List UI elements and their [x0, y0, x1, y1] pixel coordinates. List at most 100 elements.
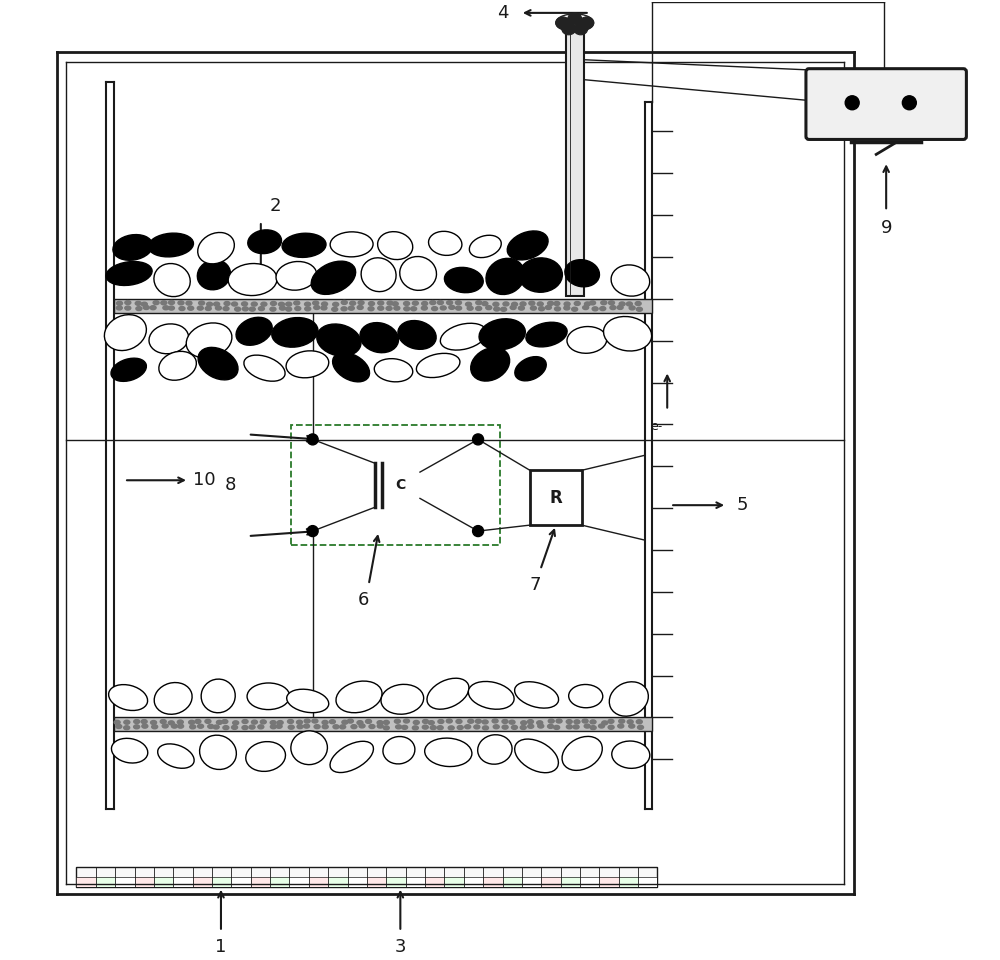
Ellipse shape — [143, 305, 149, 309]
Ellipse shape — [538, 724, 544, 728]
Circle shape — [307, 526, 318, 537]
Ellipse shape — [333, 725, 339, 729]
Ellipse shape — [317, 324, 361, 356]
Ellipse shape — [572, 307, 578, 311]
Bar — [541, 876, 561, 887]
Ellipse shape — [215, 306, 221, 310]
Ellipse shape — [599, 724, 605, 728]
Ellipse shape — [178, 724, 184, 728]
Ellipse shape — [109, 684, 148, 710]
Ellipse shape — [611, 265, 650, 296]
Ellipse shape — [527, 720, 533, 724]
Ellipse shape — [291, 731, 327, 764]
Bar — [115, 876, 135, 887]
Ellipse shape — [494, 307, 500, 311]
Ellipse shape — [347, 719, 353, 723]
Ellipse shape — [638, 726, 643, 730]
Ellipse shape — [515, 682, 559, 708]
Ellipse shape — [455, 300, 461, 304]
Ellipse shape — [277, 721, 283, 725]
Ellipse shape — [150, 305, 156, 310]
Ellipse shape — [341, 307, 347, 311]
Ellipse shape — [168, 306, 174, 310]
Ellipse shape — [515, 356, 546, 381]
Ellipse shape — [529, 301, 535, 305]
Ellipse shape — [111, 358, 146, 381]
Ellipse shape — [286, 350, 329, 378]
Ellipse shape — [378, 306, 384, 310]
Ellipse shape — [261, 302, 267, 306]
Ellipse shape — [493, 302, 499, 306]
Ellipse shape — [160, 720, 166, 724]
Ellipse shape — [612, 741, 650, 768]
Ellipse shape — [468, 719, 474, 723]
Ellipse shape — [412, 726, 418, 730]
Ellipse shape — [492, 719, 498, 723]
Ellipse shape — [626, 302, 632, 306]
Ellipse shape — [207, 302, 213, 306]
Ellipse shape — [537, 302, 543, 306]
Ellipse shape — [402, 726, 408, 730]
Ellipse shape — [548, 301, 554, 305]
Ellipse shape — [511, 726, 517, 730]
Ellipse shape — [228, 263, 277, 296]
Ellipse shape — [198, 232, 234, 264]
Ellipse shape — [242, 307, 248, 311]
Ellipse shape — [584, 302, 590, 306]
Ellipse shape — [629, 306, 635, 310]
Ellipse shape — [590, 726, 596, 730]
Bar — [464, 876, 483, 887]
Ellipse shape — [601, 300, 607, 304]
Ellipse shape — [125, 300, 131, 304]
Ellipse shape — [618, 724, 624, 728]
Text: 6: 6 — [358, 590, 369, 609]
Ellipse shape — [106, 261, 152, 285]
Bar — [483, 876, 503, 887]
Bar — [367, 876, 386, 887]
Ellipse shape — [520, 301, 526, 306]
Ellipse shape — [168, 721, 174, 725]
Ellipse shape — [198, 724, 204, 729]
Ellipse shape — [583, 305, 589, 309]
Ellipse shape — [116, 725, 122, 729]
Ellipse shape — [305, 302, 311, 306]
Bar — [561, 876, 580, 887]
Ellipse shape — [377, 724, 383, 728]
Ellipse shape — [197, 260, 230, 290]
Ellipse shape — [636, 307, 642, 311]
Ellipse shape — [201, 679, 235, 712]
Ellipse shape — [141, 720, 147, 724]
Ellipse shape — [432, 306, 438, 311]
Ellipse shape — [387, 301, 393, 305]
Ellipse shape — [413, 720, 419, 725]
Ellipse shape — [394, 719, 400, 723]
Ellipse shape — [378, 301, 384, 305]
Ellipse shape — [383, 726, 389, 730]
Ellipse shape — [469, 235, 501, 257]
Ellipse shape — [294, 301, 300, 305]
Ellipse shape — [501, 307, 507, 311]
Ellipse shape — [465, 725, 471, 729]
Ellipse shape — [430, 300, 436, 304]
Ellipse shape — [507, 231, 548, 260]
Ellipse shape — [446, 719, 452, 723]
Ellipse shape — [333, 302, 339, 306]
Ellipse shape — [411, 307, 417, 311]
Ellipse shape — [438, 719, 444, 724]
Ellipse shape — [288, 719, 294, 724]
Ellipse shape — [350, 301, 356, 305]
Ellipse shape — [124, 720, 130, 724]
Ellipse shape — [537, 721, 543, 725]
Ellipse shape — [478, 734, 512, 764]
Ellipse shape — [608, 725, 614, 730]
Ellipse shape — [341, 300, 347, 304]
Text: 5: 5 — [736, 496, 748, 515]
Ellipse shape — [340, 725, 346, 729]
Ellipse shape — [276, 724, 282, 729]
Ellipse shape — [322, 720, 328, 725]
Bar — [328, 876, 348, 887]
Bar — [599, 876, 619, 887]
Ellipse shape — [330, 232, 373, 257]
Ellipse shape — [134, 725, 140, 729]
Ellipse shape — [392, 301, 398, 306]
